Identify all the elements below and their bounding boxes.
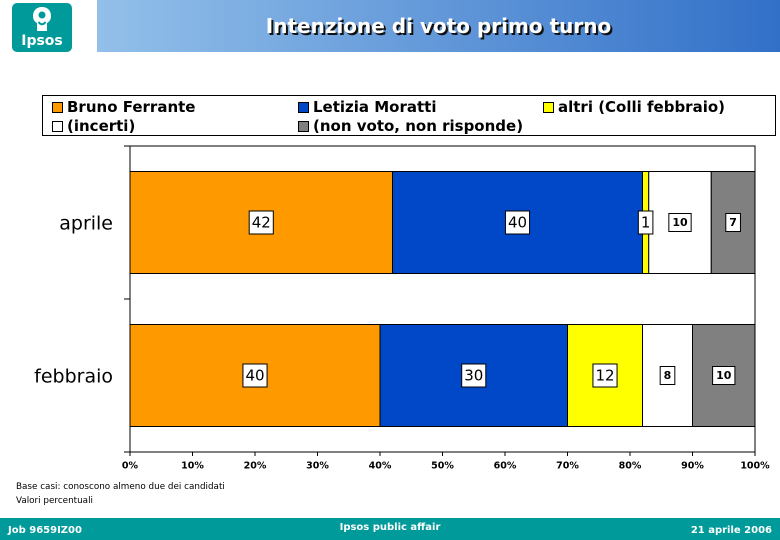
bar-segment-letizia-moratti-febbraio (379, 324, 568, 427)
data-label-box (659, 366, 676, 385)
data-label-value: 40 (508, 214, 527, 232)
logo-text: Ipsos (21, 33, 63, 49)
data-label-value: 42 (252, 214, 271, 232)
data-label-value: 12 (595, 367, 614, 385)
legend-item-bruno-ferrante: Bruno Ferrante (52, 98, 195, 116)
base-note: Base casi: conoscono almeno due dei cand… (16, 482, 225, 492)
data-label-altri-colli-febbraio-febbraio: 12 (592, 363, 618, 388)
ipsos-logo: Ipsos (12, 3, 72, 52)
stacked-bar-chart: aprile febbraio 0% 10% 20% 30% 40% 50% 60% 70% 80%… (34, 145, 770, 472)
job-number: Job 9659IZ00 (8, 525, 82, 536)
data-label-letizia-moratti-aprile: 40 (504, 210, 531, 235)
data-label-box (248, 210, 274, 235)
data-label-value: 7 (729, 216, 737, 229)
data-label-box (712, 366, 736, 385)
x-tick-label: 70% (556, 461, 579, 472)
data-label-box (504, 210, 531, 235)
x-tick-label: 20% (244, 461, 267, 472)
data-label-box (592, 363, 618, 388)
data-label-box (242, 363, 268, 388)
legend-item-incerti: (incerti) (52, 117, 135, 135)
x-tick-label: 10% (181, 461, 204, 472)
category-label-aprile: aprile (59, 213, 113, 235)
legend-swatch (52, 101, 63, 113)
legend-label: altri (Colli febbraio) (558, 98, 726, 116)
data-label-value: 40 (245, 367, 264, 385)
data-label-letizia-moratti-febbraio: 30 (461, 363, 487, 388)
ipsos-figure-icon (33, 7, 51, 31)
chart-legend: Bruno Ferrante Letizia Moratti altri (Co… (42, 95, 776, 136)
legend-label: Bruno Ferrante (67, 98, 196, 116)
data-label-box (668, 213, 692, 232)
legend-swatch (543, 101, 554, 113)
data-label-value: 8 (664, 369, 672, 382)
legend-swatch (298, 120, 309, 132)
x-tick-label: 80% (619, 461, 642, 472)
data-labels: 42 40 1 10 7 40 30 12 8 10 (242, 210, 741, 388)
x-tick-label: 60% (494, 461, 517, 472)
legend-label: (incerti) (67, 117, 136, 135)
footer-date: 21 aprile 2006 (690, 525, 772, 536)
data-label-value: 10 (716, 369, 732, 382)
footer-center-text: Ipsos public affair (339, 522, 441, 533)
data-label-bruno-ferrante-aprile: 42 (248, 210, 274, 235)
x-tick-label: 90% (681, 461, 704, 472)
legend-label: (non voto, non risponde) (313, 117, 524, 135)
data-label-box (725, 213, 741, 232)
category-label-febbraio: febbraio (34, 366, 113, 388)
legend-item-non-voto: (non voto, non risponde) (298, 117, 523, 135)
data-label-altri-colli-febbraio-aprile: 1 (637, 210, 654, 235)
data-label-box (461, 363, 487, 388)
x-tick-label: 100% (740, 461, 770, 472)
data-label-non-voto-non-risponde-febbraio: 10 (712, 366, 736, 385)
units-note: Valori percentuali (16, 496, 93, 506)
data-label-bruno-ferrante-febbraio: 40 (242, 363, 268, 388)
legend-label: Letizia Moratti (313, 98, 437, 116)
data-label-box (637, 210, 654, 235)
legend-swatch (52, 120, 63, 132)
footer-bar: Job 9659IZ00 Ipsos public affair 21 apri… (0, 518, 780, 540)
data-label-non-voto-non-risponde-aprile: 7 (725, 213, 741, 232)
x-tick-label: 30% (306, 461, 329, 472)
data-label-value: 10 (672, 216, 688, 229)
data-label-incerti-aprile: 10 (668, 213, 692, 232)
data-label-value: 30 (464, 367, 483, 385)
x-tick-label: 50% (431, 461, 454, 472)
legend-item-letizia-moratti: Letizia Moratti (298, 98, 437, 116)
data-label-incerti-febbraio: 8 (659, 366, 676, 385)
legend-item-altri: altri (Colli febbraio) (543, 98, 725, 116)
data-label-value: 1 (641, 214, 651, 232)
page-title: Intenzione di voto primo turno (265, 14, 612, 38)
x-tick-label: 0% (122, 461, 139, 472)
title-band: Intenzione di voto primo turno (97, 0, 780, 52)
legend-swatch (298, 101, 309, 113)
axes: aprile febbraio 0% 10% 20% 30% 40% 50% 60% 70% 80%… (34, 145, 770, 472)
x-tick-label: 40% (369, 461, 392, 472)
